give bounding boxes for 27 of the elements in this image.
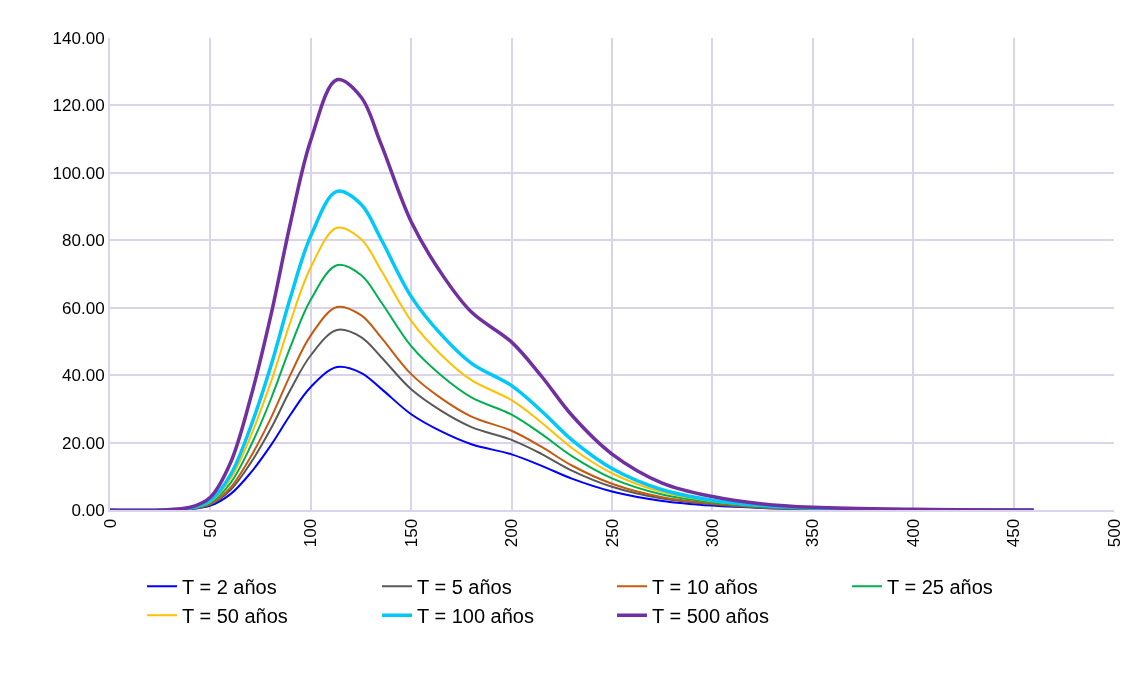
x-tick-label: 400 bbox=[903, 518, 923, 548]
legend-label: T = 25 años bbox=[887, 575, 993, 598]
legend-label: T = 50 años bbox=[182, 604, 288, 627]
x-tick-label: 450 bbox=[1004, 518, 1024, 548]
x-tick-label: 50 bbox=[200, 518, 220, 538]
legend-label: T = 2 años bbox=[182, 575, 277, 598]
legend-label: T = 100 años bbox=[417, 604, 534, 627]
y-tick-label: 80.00 bbox=[62, 231, 105, 251]
y-tick-label: 140.00 bbox=[52, 28, 105, 48]
y-tick-label: 20.00 bbox=[62, 433, 105, 453]
y-tick-label: 40.00 bbox=[62, 366, 105, 386]
y-tick-label: 60.00 bbox=[62, 298, 105, 318]
y-tick-label: 120.00 bbox=[52, 96, 105, 116]
x-tick-label: 350 bbox=[803, 518, 823, 548]
x-tick-label: 500 bbox=[1104, 518, 1124, 548]
x-tick-label: 300 bbox=[702, 518, 722, 548]
x-tick-label: 0 bbox=[100, 518, 120, 529]
legend-label: T = 10 años bbox=[652, 575, 758, 598]
legend-label: T = 5 años bbox=[417, 575, 512, 598]
legend-label: T = 500 años bbox=[652, 604, 769, 627]
y-tick-label: 0.00 bbox=[71, 500, 105, 520]
x-tick-label: 250 bbox=[602, 518, 622, 548]
x-tick-label: 200 bbox=[502, 518, 522, 548]
x-tick-label: 100 bbox=[301, 518, 321, 548]
y-tick-label: 100.00 bbox=[52, 163, 105, 183]
line-series bbox=[110, 78, 1036, 510]
x-tick-label: 150 bbox=[401, 518, 421, 548]
